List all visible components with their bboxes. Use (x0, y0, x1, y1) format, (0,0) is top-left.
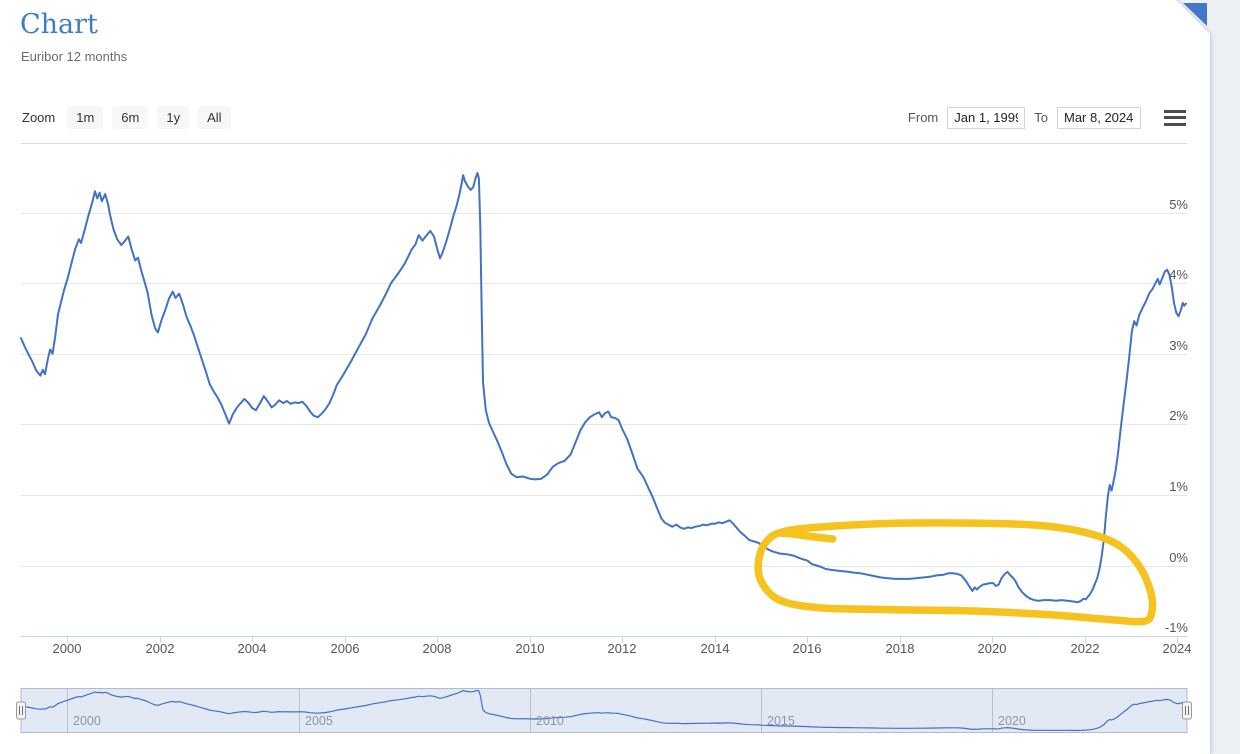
euribor-line-series (20, 172, 1187, 604)
from-label: From (907, 110, 939, 125)
hamburger-menu-icon[interactable] (1164, 109, 1186, 126)
to-label: To (1034, 110, 1048, 125)
navigator-handle-left[interactable] (16, 701, 26, 720)
navigator-mask[interactable] (21, 688, 1187, 733)
navigator-series (20, 689, 1187, 732)
chart-toolbar: Zoom 1m 6m 1y All From To (22, 105, 1186, 130)
range-button-1y[interactable]: 1y (157, 106, 190, 129)
zoom-label: Zoom (22, 110, 56, 125)
page-title: Chart (20, 9, 98, 40)
from-date-input[interactable] (947, 106, 1026, 129)
range-button-1m[interactable]: 1m (67, 106, 104, 129)
chart-subtitle: Euribor 12 months (21, 49, 128, 64)
hand-drawn-annotation-tail (776, 529, 837, 543)
range-button-all[interactable]: All (198, 106, 231, 129)
range-button-6m[interactable]: 6m (112, 106, 149, 129)
to-date-input[interactable] (1057, 106, 1141, 129)
price-chart (16, 143, 1192, 733)
hand-drawn-circle-annotation (754, 519, 1157, 626)
page-card: Chart Euribor 12 months Zoom 1m 6m 1y Al… (0, 0, 1210, 754)
navigator-handle-right[interactable] (1182, 701, 1192, 720)
